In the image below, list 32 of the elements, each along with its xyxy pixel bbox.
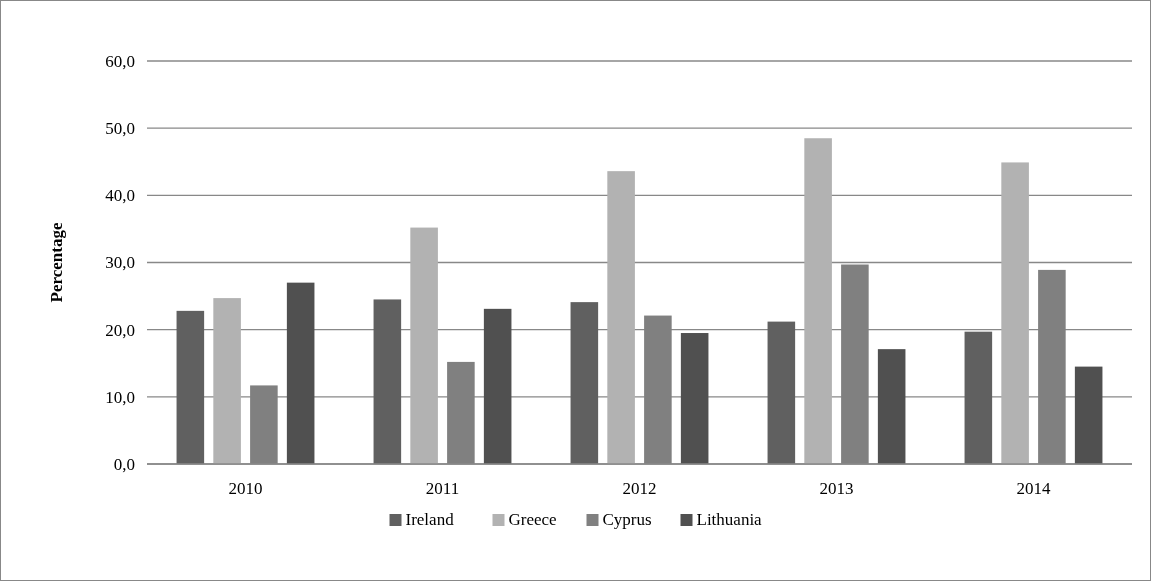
bar [286,282,315,464]
y-tick-label: 60,0 [105,51,135,71]
bar [213,298,241,464]
bar [767,321,796,464]
x-tick-label: 2012 [622,479,657,498]
bar [373,299,402,464]
y-tick-label: 0,0 [113,454,135,474]
legend-label: Cyprus [602,510,652,529]
bar [964,331,993,464]
bar [483,308,512,464]
legend-label: Lithuania [696,510,763,529]
y-tick-label: 40,0 [105,186,135,206]
x-tick-label: 2014 [1016,479,1051,498]
bar [877,349,906,464]
y-tick-label: 10,0 [105,387,135,407]
bar [176,310,205,464]
x-tick-label: 2013 [819,479,854,498]
bar [570,302,599,464]
bar [410,227,438,464]
y-axis-title: Percentage [47,222,66,303]
y-tick-label: 20,0 [105,320,135,340]
x-tick-label: 2011 [425,479,460,498]
y-tick-label: 30,0 [105,253,135,273]
bar [680,333,709,464]
bar [1074,366,1103,464]
legend-label: Ireland [405,510,455,529]
bar [804,138,832,464]
x-tick-label: 2010 [228,479,263,498]
bar [607,171,635,464]
legend-label: Greece [508,510,557,529]
y-tick-label: 50,0 [105,119,135,139]
bar [1001,162,1029,464]
